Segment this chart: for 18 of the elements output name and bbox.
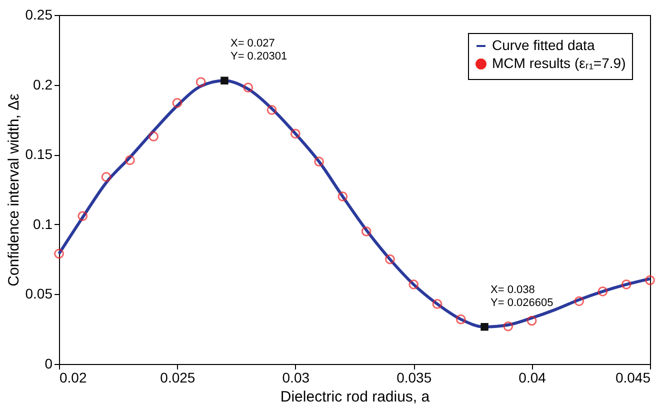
x-axis-title: Dielectric rod radius, a — [280, 388, 430, 406]
y-tick-label: 0 — [44, 356, 53, 372]
x-tick-label: 0.025 — [160, 370, 196, 386]
x-tick-label: 0.045 — [615, 370, 651, 386]
annotation: X= 0.038 Y= 0.026605 — [490, 284, 554, 309]
y-tick-label: 0.1 — [33, 216, 53, 232]
y-tick-label: 0.15 — [25, 146, 53, 162]
x-tick-label: 0.02 — [60, 370, 87, 386]
legend-label: Curve fitted data — [492, 37, 595, 53]
y-tick-label: 0.25 — [25, 6, 53, 22]
legend-label: MCM results (εᵣ₁=7.9) — [492, 55, 626, 71]
x-tick-label: 0.04 — [518, 370, 546, 386]
x-tick-label: 0.03 — [282, 370, 310, 386]
y-tick-label: 0.05 — [25, 286, 53, 302]
y-tick-label: 0.2 — [33, 76, 53, 92]
annotation: X= 0.027 Y= 0.20301 — [230, 38, 288, 63]
y-axis-title: Confidence interval width, Δε — [5, 93, 22, 286]
x-tick-label: 0.035 — [396, 370, 432, 386]
